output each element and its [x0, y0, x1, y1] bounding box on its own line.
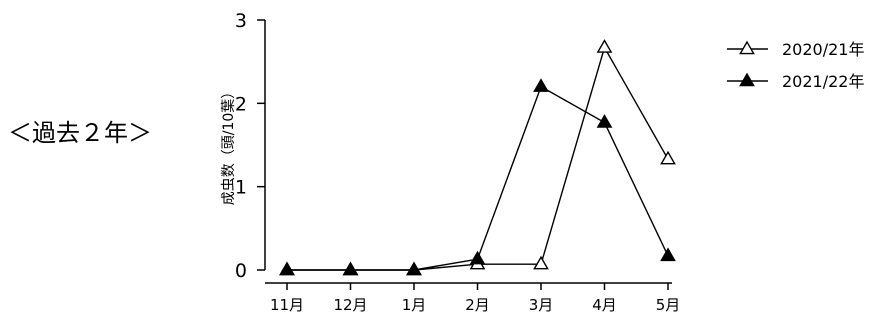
period-label: ＜過去２年＞: [8, 119, 152, 147]
chart-markers: [279, 39, 676, 276]
data-point-series-2: [406, 261, 422, 276]
series-line-1: [287, 45, 669, 271]
legend-label: 2020/21年: [782, 40, 864, 59]
legend-marker: [739, 72, 755, 87]
data-point-series-2: [533, 78, 549, 92]
data-point-series-2: [279, 261, 295, 276]
x-tick-label: 2月: [465, 296, 490, 314]
y-tick-label: 2: [235, 93, 247, 115]
data-point-series-2: [342, 261, 359, 276]
y-axis-label: 成虫数（頭/10葉）: [221, 85, 237, 206]
x-tick-label: 3月: [529, 296, 554, 314]
data-point-series-1: [533, 255, 549, 270]
x-tick-label: 5月: [656, 296, 681, 314]
chart-lines: [287, 45, 669, 271]
x-tick-label: 4月: [592, 296, 617, 314]
chart-legend: 2020/21年 2021/22年: [727, 40, 864, 91]
chart-ticks: 0 1 2 3 成虫数（頭/10葉） 11月 12月 1月 2月 3月 4月 5月: [221, 10, 680, 314]
data-point-series-2: [660, 247, 676, 262]
data-point-series-2: [596, 114, 613, 128]
data-point-series-1: [660, 150, 676, 165]
data-point-series-1: [596, 39, 613, 53]
y-tick-label: 3: [235, 10, 247, 32]
legend-label: 2021/22年: [782, 72, 864, 91]
data-point-series-2: [469, 250, 486, 265]
x-tick-label: 12月: [333, 296, 367, 314]
y-tick-label: 0: [235, 260, 247, 282]
y-tick-label: 1: [235, 177, 247, 199]
x-tick-label: 1月: [402, 296, 427, 314]
legend-marker: [739, 40, 755, 55]
series-line-2: [287, 85, 669, 271]
x-tick-label: 11月: [270, 296, 304, 314]
